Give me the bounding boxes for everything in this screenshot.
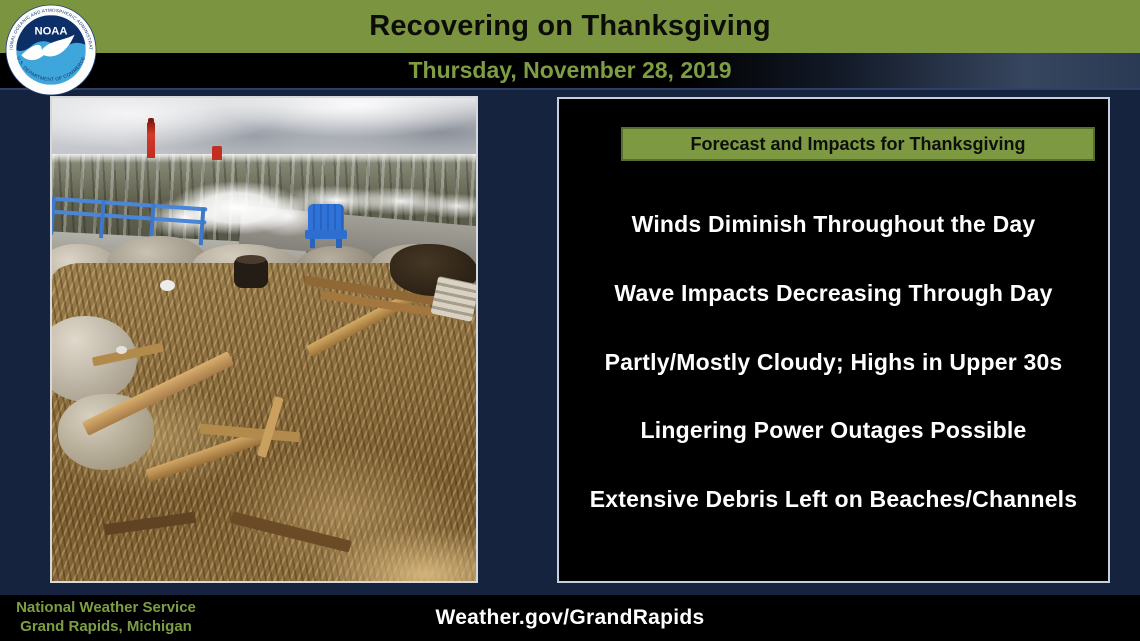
date-text: Thursday, November 28, 2019 — [408, 57, 732, 83]
noaa-logo-icon: NOAA NATIONAL OCEANIC AND ATMOSPHERIC AD… — [5, 4, 97, 96]
forecast-panel-title: Forecast and Impacts for Thanksgiving — [690, 133, 1026, 154]
forecast-panel: Forecast and Impacts for Thanksgiving Wi… — [557, 97, 1110, 583]
railing-bar — [52, 209, 207, 225]
photo-outer-lighthouse-icon — [212, 146, 222, 160]
photo-sky — [52, 98, 476, 162]
logo-acronym: NOAA — [34, 26, 67, 38]
photo-blue-chair — [305, 204, 347, 248]
storm-debris-photo — [50, 96, 478, 583]
forecast-item: Lingering Power Outages Possible — [640, 417, 1027, 444]
forecast-list: Winds Diminish Throughout the Day Wave I… — [567, 211, 1100, 513]
photo-stump — [234, 255, 268, 288]
forecast-item: Winds Diminish Throughout the Day — [631, 211, 1036, 237]
footer-bar: National Weather Service Grand Rapids, M… — [0, 595, 1140, 641]
forecast-item: Partly/Mostly Cloudy; Highs in Upper 30s — [604, 348, 1063, 375]
office-name: National Weather Service Grand Rapids, M… — [4, 598, 208, 636]
forecast-item: Wave Impacts Decreasing Through Day — [614, 279, 1053, 306]
forecast-item: Extensive Debris Left on Beaches/Channel… — [589, 486, 1078, 512]
railing-post — [198, 207, 206, 246]
date-bar: Thursday, November 28, 2019 — [0, 53, 1140, 88]
railing-post — [52, 196, 56, 235]
logo-globe — [16, 15, 86, 85]
website-url: Weather.gov/GrandRapids — [435, 606, 705, 629]
photo-lighthouse-icon — [147, 118, 155, 158]
railing-post — [99, 200, 106, 239]
title-bar: Recovering on Thanksgiving — [0, 0, 1140, 53]
office-name-line1: National Weather Service — [16, 599, 196, 616]
forecast-panel-header: Forecast and Impacts for Thanksgiving — [621, 127, 1095, 161]
office-name-line2: Grand Rapids, Michigan — [20, 618, 192, 635]
logo-seabird-icon — [21, 34, 75, 61]
page-title: Recovering on Thanksgiving — [369, 10, 771, 42]
photo-white-debris — [116, 346, 127, 354]
photo-white-debris — [160, 280, 175, 291]
